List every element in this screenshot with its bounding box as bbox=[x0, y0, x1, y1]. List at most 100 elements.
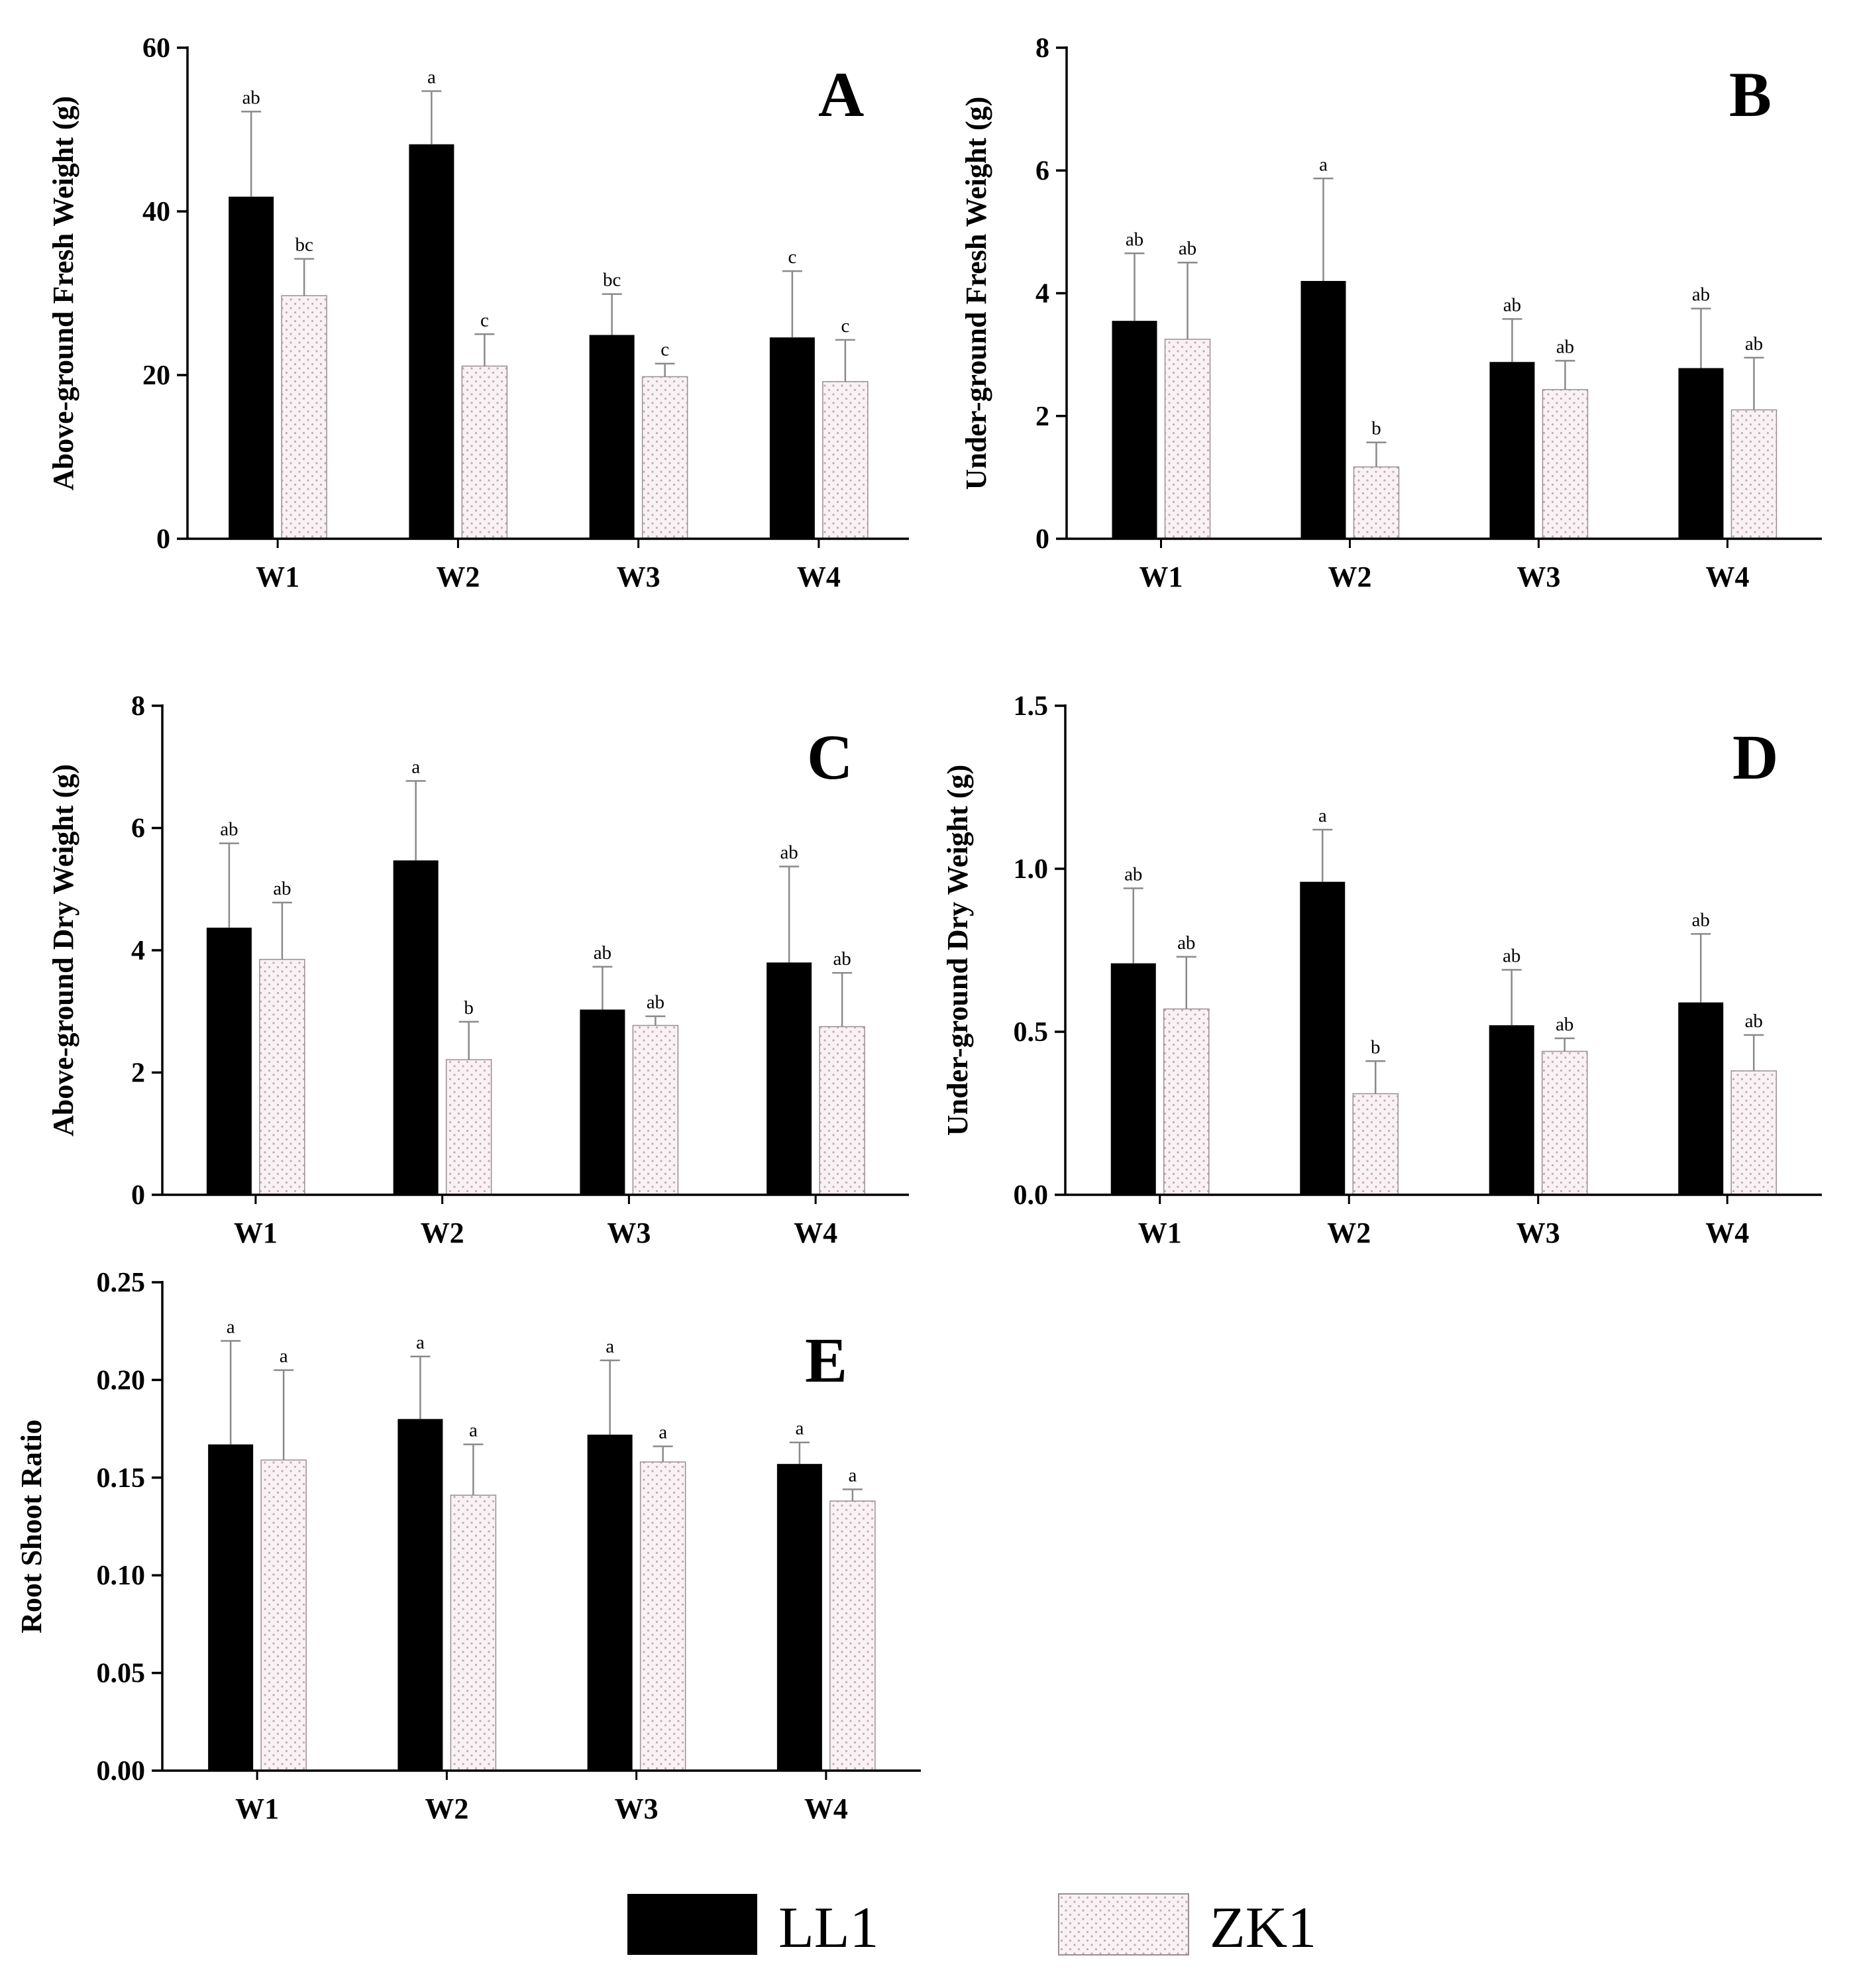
significance-label-zk1-w2: a bbox=[469, 1420, 478, 1441]
significance-label-zk1-w3: ab bbox=[1556, 336, 1574, 357]
x-tick-label-w4: W4 bbox=[797, 561, 841, 593]
legend-label-ll1: LL1 bbox=[778, 1896, 879, 1960]
legend-label-zk1: ZK1 bbox=[1210, 1896, 1316, 1960]
significance-label-ll1-w1: ab bbox=[1126, 229, 1143, 250]
significance-label-ll1-w4: c bbox=[788, 247, 796, 268]
bar-zk1-w2 bbox=[1352, 1093, 1399, 1195]
chart-panel-c: ababW1abW2ababW3ababW402468Above-ground … bbox=[47, 691, 909, 1249]
bar-ll1-w2 bbox=[1300, 881, 1346, 1195]
y-tick-label: 60 bbox=[142, 33, 170, 64]
x-tick-label-w4: W4 bbox=[804, 1793, 848, 1825]
bar-zk1-w2 bbox=[445, 1059, 492, 1195]
panel-letter-b: B bbox=[1729, 59, 1772, 130]
bar-ll1-w2 bbox=[1300, 280, 1346, 539]
legend-entry-ll1: LL1 bbox=[627, 1894, 879, 1960]
significance-label-ll1-w3: ab bbox=[1503, 946, 1520, 967]
bar-zk1-w1 bbox=[1163, 1008, 1210, 1195]
panel-letter-c: C bbox=[807, 722, 853, 793]
significance-label-zk1-w4: c bbox=[841, 315, 849, 337]
y-tick-label: 2 bbox=[131, 1058, 145, 1089]
chart-panel-d: ababW1abW2ababW3ababW40.00.51.01.5Under-… bbox=[941, 691, 1822, 1249]
bar-ll1-w1 bbox=[1110, 963, 1156, 1195]
bar-ll1-w3 bbox=[587, 1434, 633, 1771]
panel-letter-d: D bbox=[1732, 722, 1778, 793]
x-tick-label-w1: W1 bbox=[234, 1217, 278, 1249]
x-tick-label-w2: W2 bbox=[421, 1217, 464, 1249]
bar-zk1-w4 bbox=[822, 381, 869, 539]
significance-label-ll1-w4: ab bbox=[1692, 909, 1710, 930]
y-tick-label: 1.5 bbox=[1014, 691, 1049, 722]
significance-label-ll1-w4: a bbox=[795, 1418, 804, 1439]
bar-ll1-w1 bbox=[1112, 321, 1157, 539]
y-tick-label: 0.25 bbox=[97, 1268, 146, 1298]
significance-label-zk1-w1: ab bbox=[273, 878, 291, 899]
legend-swatch-ll1 bbox=[627, 1894, 757, 1955]
bar-ll1-w3 bbox=[1489, 362, 1535, 539]
bar-zk1-w1 bbox=[281, 295, 327, 539]
significance-label-ll1-w2: a bbox=[416, 1332, 425, 1353]
y-tick-label: 1.0 bbox=[1014, 854, 1049, 885]
x-tick-label-w3: W3 bbox=[615, 1793, 659, 1825]
y-tick-label: 0 bbox=[156, 524, 170, 555]
x-tick-label-w3: W3 bbox=[617, 561, 661, 593]
panel-letter-a: A bbox=[818, 59, 864, 130]
significance-label-ll1-w1: a bbox=[227, 1316, 235, 1337]
bar-zk1-w1 bbox=[259, 959, 305, 1195]
y-tick-label: 8 bbox=[1035, 33, 1049, 64]
significance-label-zk1-w3: a bbox=[659, 1422, 667, 1443]
y-axis-title: Root Shoot Ratio bbox=[15, 1419, 48, 1633]
bar-zk1-w3 bbox=[641, 376, 688, 539]
significance-label-ll1-w4: ab bbox=[1692, 284, 1710, 305]
significance-label-ll1-w3: bc bbox=[603, 270, 621, 291]
significance-label-zk1-w3: c bbox=[661, 339, 669, 360]
significance-label-ll1-w3: a bbox=[606, 1336, 614, 1357]
x-tick-label-w1: W1 bbox=[256, 561, 299, 593]
bar-ll1-w3 bbox=[580, 1009, 625, 1195]
bar-ll1-w3 bbox=[1489, 1025, 1534, 1195]
x-tick-label-w3: W3 bbox=[1517, 561, 1561, 593]
significance-label-zk1-w4: ab bbox=[1745, 333, 1763, 355]
x-tick-label-w2: W2 bbox=[1327, 1217, 1371, 1249]
bar-ll1-w1 bbox=[229, 196, 274, 539]
significance-label-zk1-w1: bc bbox=[295, 235, 313, 256]
significance-label-zk1-w3: ab bbox=[647, 992, 664, 1013]
significance-label-zk1-w4: ab bbox=[833, 948, 851, 969]
bar-zk1-w4 bbox=[829, 1500, 876, 1771]
significance-label-zk1-w2: b bbox=[464, 997, 474, 1019]
significance-label-ll1-w1: ab bbox=[1124, 864, 1142, 885]
y-tick-label: 40 bbox=[142, 197, 170, 227]
x-tick-label-w2: W2 bbox=[1328, 561, 1372, 593]
x-tick-label-w1: W1 bbox=[235, 1793, 279, 1825]
bar-zk1-w2 bbox=[461, 365, 508, 539]
significance-label-zk1-w2: b bbox=[1371, 418, 1381, 439]
y-tick-label: 0.15 bbox=[97, 1463, 146, 1494]
significance-label-ll1-w4: ab bbox=[780, 842, 798, 863]
significance-label-zk1-w2: c bbox=[480, 309, 489, 331]
significance-label-ll1-w1: ab bbox=[220, 819, 238, 840]
x-tick-label-w3: W3 bbox=[1516, 1217, 1560, 1249]
significance-label-zk1-w3: ab bbox=[1556, 1014, 1573, 1035]
x-tick-label-w4: W4 bbox=[1706, 561, 1750, 593]
legend-swatch-zk1 bbox=[1058, 1893, 1189, 1956]
significance-label-zk1-w4: a bbox=[848, 1464, 857, 1486]
bar-ll1-w4 bbox=[1678, 368, 1724, 539]
bar-zk1-w4 bbox=[1730, 409, 1777, 539]
x-tick-label-w1: W1 bbox=[1138, 1217, 1182, 1249]
y-tick-label: 6 bbox=[131, 814, 145, 844]
y-tick-label: 4 bbox=[131, 936, 145, 966]
bar-ll1-w1 bbox=[208, 1444, 254, 1771]
y-axis-title: Above-ground Dry Weight (g) bbox=[47, 764, 79, 1136]
bar-zk1-w2 bbox=[1353, 466, 1400, 539]
significance-label-ll1-w1: ab bbox=[242, 87, 260, 108]
legend: LL1 ZK1 bbox=[627, 1893, 1316, 1960]
bar-ll1-w2 bbox=[409, 144, 454, 539]
significance-label-ll1-w3: ab bbox=[594, 942, 611, 964]
bar-zk1-w2 bbox=[450, 1494, 497, 1771]
x-tick-label-w4: W4 bbox=[1705, 1217, 1749, 1249]
y-tick-label: 0.00 bbox=[97, 1756, 146, 1787]
bar-ll1-w2 bbox=[397, 1419, 443, 1771]
bar-zk1-w4 bbox=[819, 1026, 865, 1195]
y-tick-label: 0 bbox=[131, 1180, 145, 1211]
